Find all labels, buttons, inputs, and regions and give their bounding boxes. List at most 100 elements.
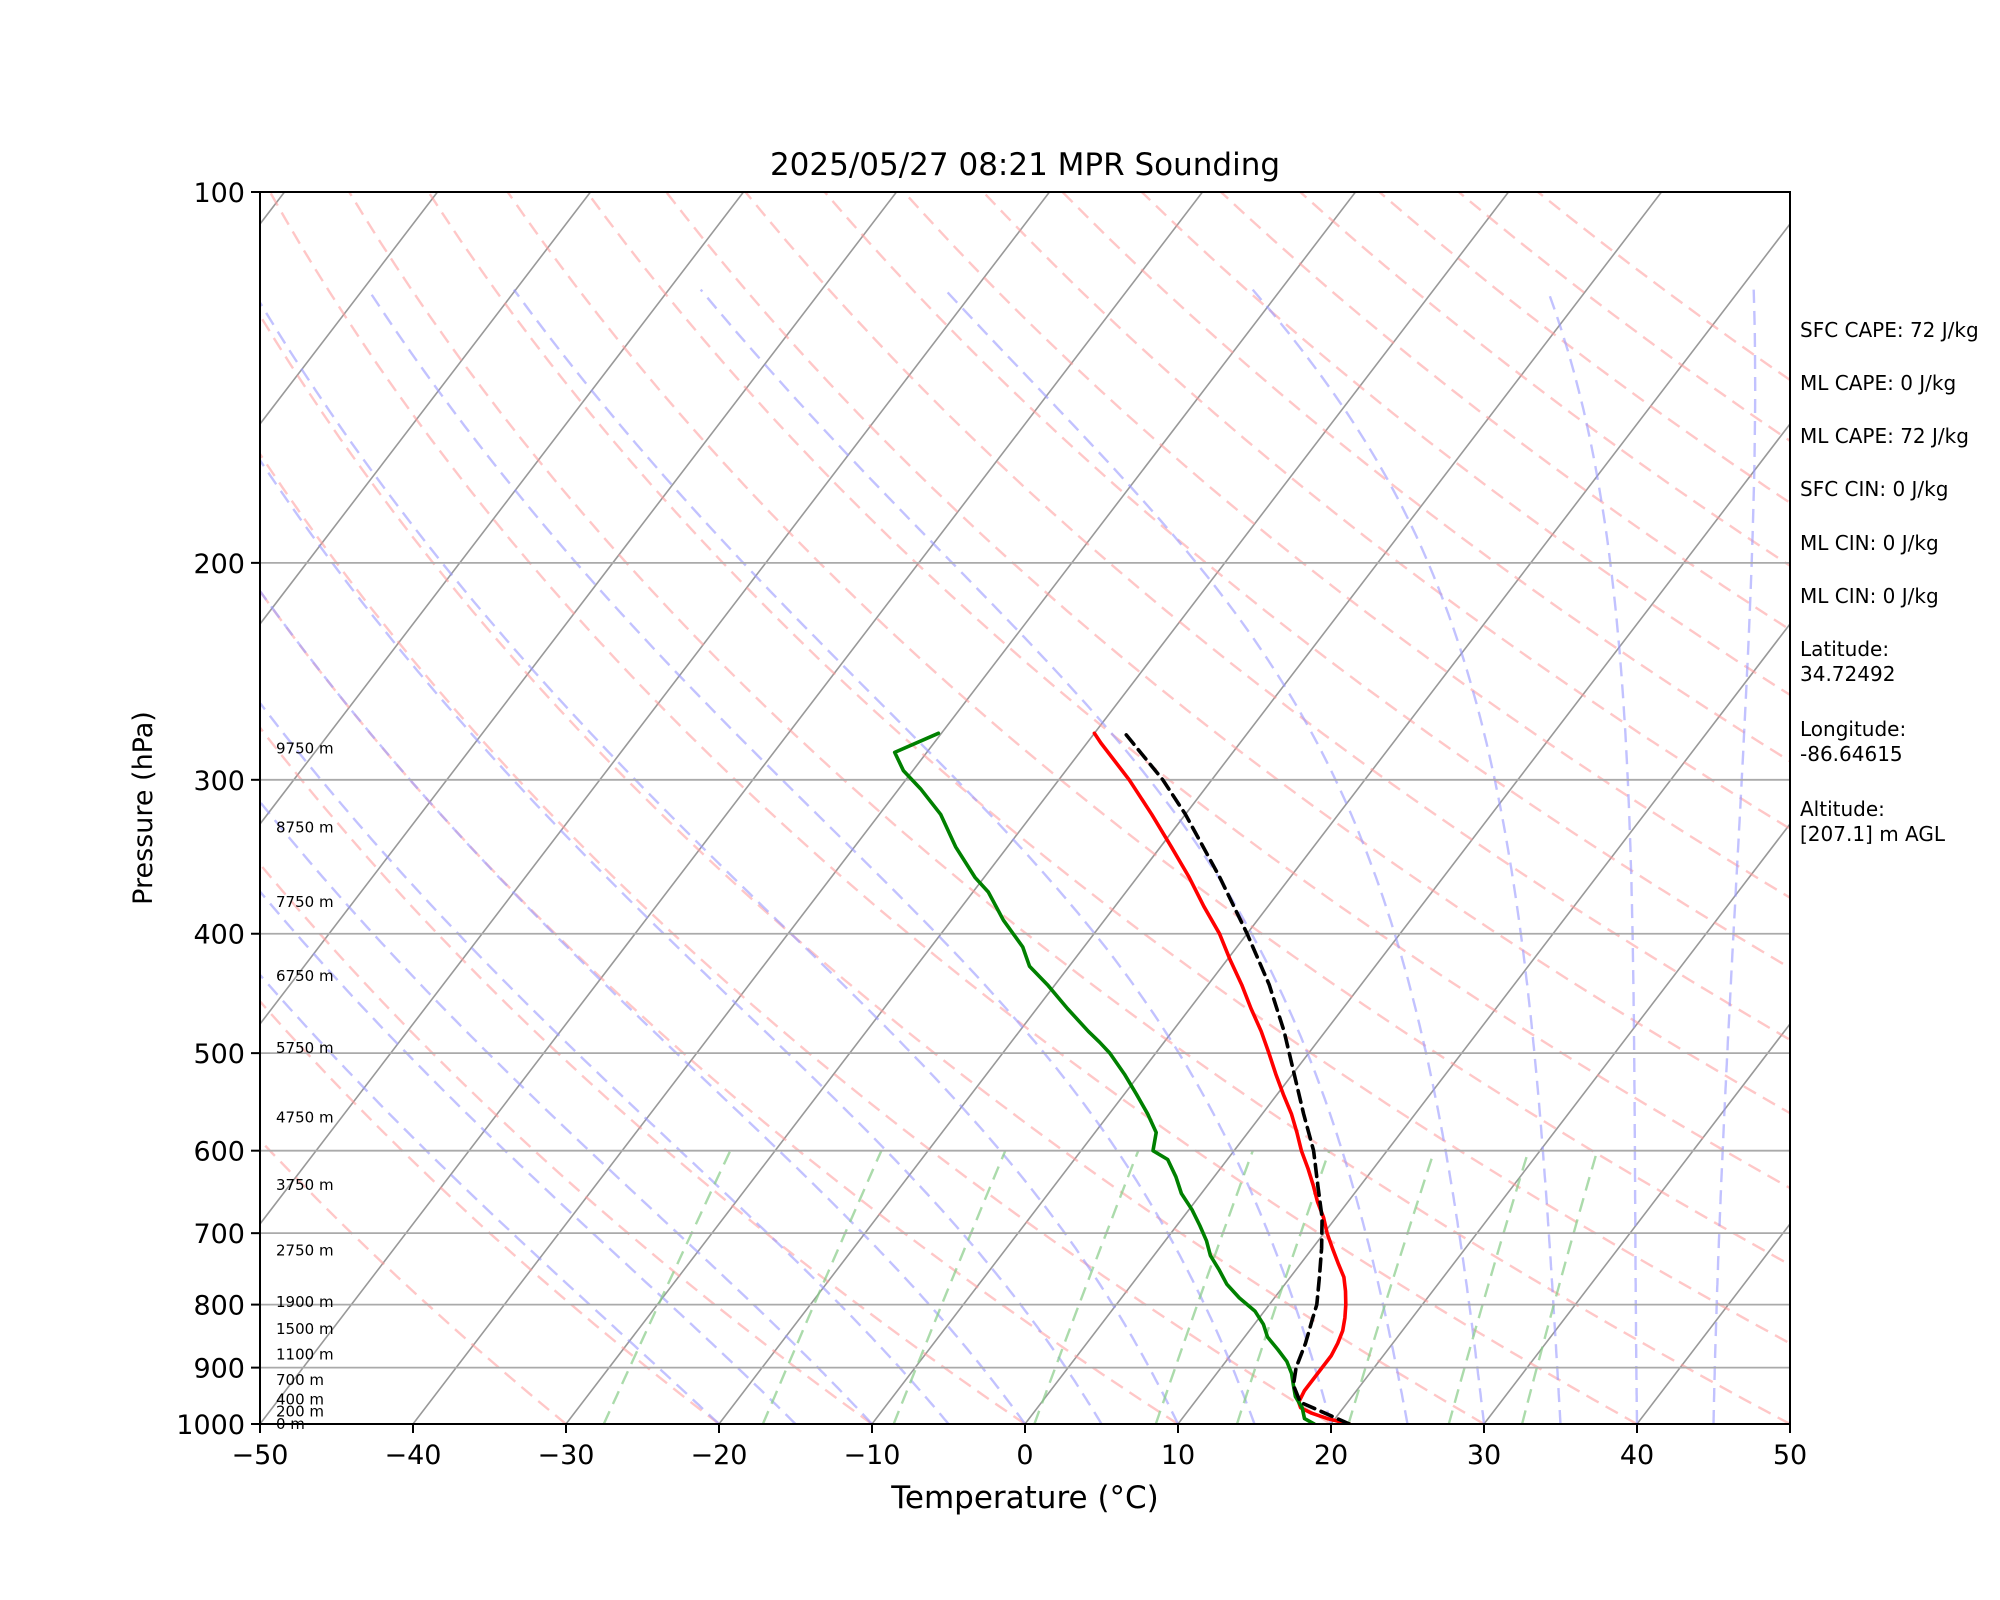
altitude-value: [207.1] m AGL <box>1800 822 1946 846</box>
dry-adiabat-line <box>260 451 1332 1424</box>
isotherm-line <box>260 192 592 626</box>
height-label: 9750 m <box>276 740 334 758</box>
mixing-ratio-line <box>761 1150 883 1424</box>
mixing-ratio-line <box>1447 1150 1530 1424</box>
ml-cape-text-2: ML CAPE: 72 J/kg <box>1800 424 1969 448</box>
isotherm-line <box>1177 622 1790 1424</box>
y-axis-label: Pressure (hPa) <box>128 711 159 905</box>
dry-adiabat-line <box>427 192 1790 1345</box>
x-tick-label: −10 <box>844 1440 901 1471</box>
x-tick-label: 40 <box>1620 1440 1654 1471</box>
x-tick-label: 50 <box>1773 1440 1807 1471</box>
mixing-ratio-line <box>602 1150 732 1424</box>
height-label: 2750 m <box>276 1241 334 1259</box>
dry-adiabat-line <box>260 725 1026 1424</box>
isotherm-line <box>871 222 1790 1424</box>
isotherm-line <box>260 192 898 1026</box>
moist-adiabat-line <box>1251 288 1562 1424</box>
height-label: 0 m <box>276 1415 305 1433</box>
isotherm-line <box>0 192 131 1424</box>
y-tick-label: 100 <box>193 178 245 209</box>
x-tick-label: 10 <box>1161 1440 1195 1471</box>
x-axis-label: Temperature (°C) <box>890 1480 1159 1516</box>
longitude-value: -86.64615 <box>1800 742 1903 766</box>
latitude-block: Latitude: 34.72492 <box>1800 637 1895 687</box>
dry-adiabat-line <box>348 192 1790 1424</box>
isotherm-line <box>412 192 1357 1424</box>
dry-adiabat-line <box>260 589 1179 1424</box>
mixing-ratio-line <box>892 1150 1007 1424</box>
moist-adiabat-line <box>260 889 797 1424</box>
x-axis-ticks: −50 −40 −30 −20 −10 0 10 20 30 40 50 <box>232 1424 1807 1471</box>
moist-adiabat-line <box>260 973 720 1424</box>
mixing-ratio-line <box>1033 1150 1140 1424</box>
isotherm-line <box>1483 1022 1790 1424</box>
temperature-profile <box>1092 731 1352 1424</box>
y-tick-label: 500 <box>193 1039 245 1070</box>
ml-cin-text: ML CIN: 0 J/kg <box>1800 531 1939 555</box>
y-tick-label: 800 <box>193 1291 245 1322</box>
y-tick-label: 200 <box>193 549 245 580</box>
moist-adiabat-line <box>699 288 1409 1424</box>
isotherm-line <box>565 192 1510 1424</box>
dry-adiabat-line <box>260 1138 567 1424</box>
height-label: 3750 m <box>276 1176 334 1194</box>
isotherm-line <box>1024 422 1790 1424</box>
isotherm-line <box>718 192 1663 1424</box>
mixing-ratio-line <box>1235 1150 1331 1424</box>
dry-adiabat-line <box>585 192 1790 1190</box>
background-lines <box>0 192 1790 1424</box>
moist-adiabat-line <box>1546 289 1639 1424</box>
y-tick-label: 300 <box>193 766 245 797</box>
x-tick-label: 20 <box>1314 1440 1348 1471</box>
dry-adiabat-line <box>260 999 720 1424</box>
moist-adiabat-line <box>260 589 1026 1424</box>
y-tick-label: 1000 <box>176 1410 245 1441</box>
altitude-label: Altitude: <box>1800 797 1885 821</box>
chart-title: 2025/05/27 08:21 MPR Sounding <box>770 147 1280 183</box>
moist-adiabat-line <box>944 288 1486 1424</box>
latitude-value: 34.72492 <box>1800 662 1896 686</box>
ml-cin-text-2: ML CIN: 0 J/kg <box>1800 584 1939 608</box>
y-tick-label: 900 <box>193 1354 245 1385</box>
moist-adiabat-line <box>1788 1399 1790 1424</box>
isotherm-line <box>260 192 439 426</box>
height-label: 6750 m <box>276 967 334 985</box>
height-label: 200 m <box>276 1403 324 1421</box>
dry-adiabat-line <box>268 192 1638 1424</box>
isotherm-line <box>1330 822 1790 1424</box>
y-tick-label: 600 <box>193 1137 245 1168</box>
longitude-label: Longitude: <box>1800 717 1907 741</box>
sfc-cape-text: SFC CAPE: 72 J/kg <box>1800 318 1979 342</box>
dry-adiabat-line <box>260 862 873 1424</box>
dry-adiabat-line <box>260 313 1485 1424</box>
mixing-ratio-line <box>1347 1150 1436 1424</box>
height-label: 5750 m <box>276 1039 334 1057</box>
moist-adiabat-line <box>367 288 1256 1424</box>
sounding-profiles <box>892 731 1352 1424</box>
dry-adiabat-line <box>982 192 1790 831</box>
longitude-block: Longitude: -86.64615 <box>1800 717 1906 767</box>
height-label: 8750 m <box>276 819 334 837</box>
mixing-ratio-line <box>1154 1150 1254 1424</box>
moist-adiabat-line <box>260 701 950 1424</box>
moist-adiabat-line <box>260 300 1180 1424</box>
moist-adiabat-line <box>260 800 873 1424</box>
sfc-cin-text: SFC CIN: 0 J/kg <box>1800 477 1949 501</box>
dry-adiabat-line <box>1140 192 1790 697</box>
dry-adiabat-line <box>665 192 1790 1115</box>
isotherm-line <box>260 192 1204 1424</box>
moist-adiabat-line <box>1712 289 1757 1424</box>
height-label: 7750 m <box>276 893 334 911</box>
height-label: 1500 m <box>276 1320 334 1338</box>
x-tick-label: 30 <box>1467 1440 1501 1471</box>
latitude-label: Latitude: <box>1800 637 1890 661</box>
height-label: 1900 m <box>276 1293 334 1311</box>
dry-adiabat-line <box>744 192 1790 1042</box>
isotherm-line <box>260 192 1051 1226</box>
height-label: 4750 m <box>276 1109 334 1127</box>
y-tick-label: 700 <box>193 1219 245 1250</box>
altitude-block: Altitude: [207.1] m AGL <box>1800 797 1945 847</box>
